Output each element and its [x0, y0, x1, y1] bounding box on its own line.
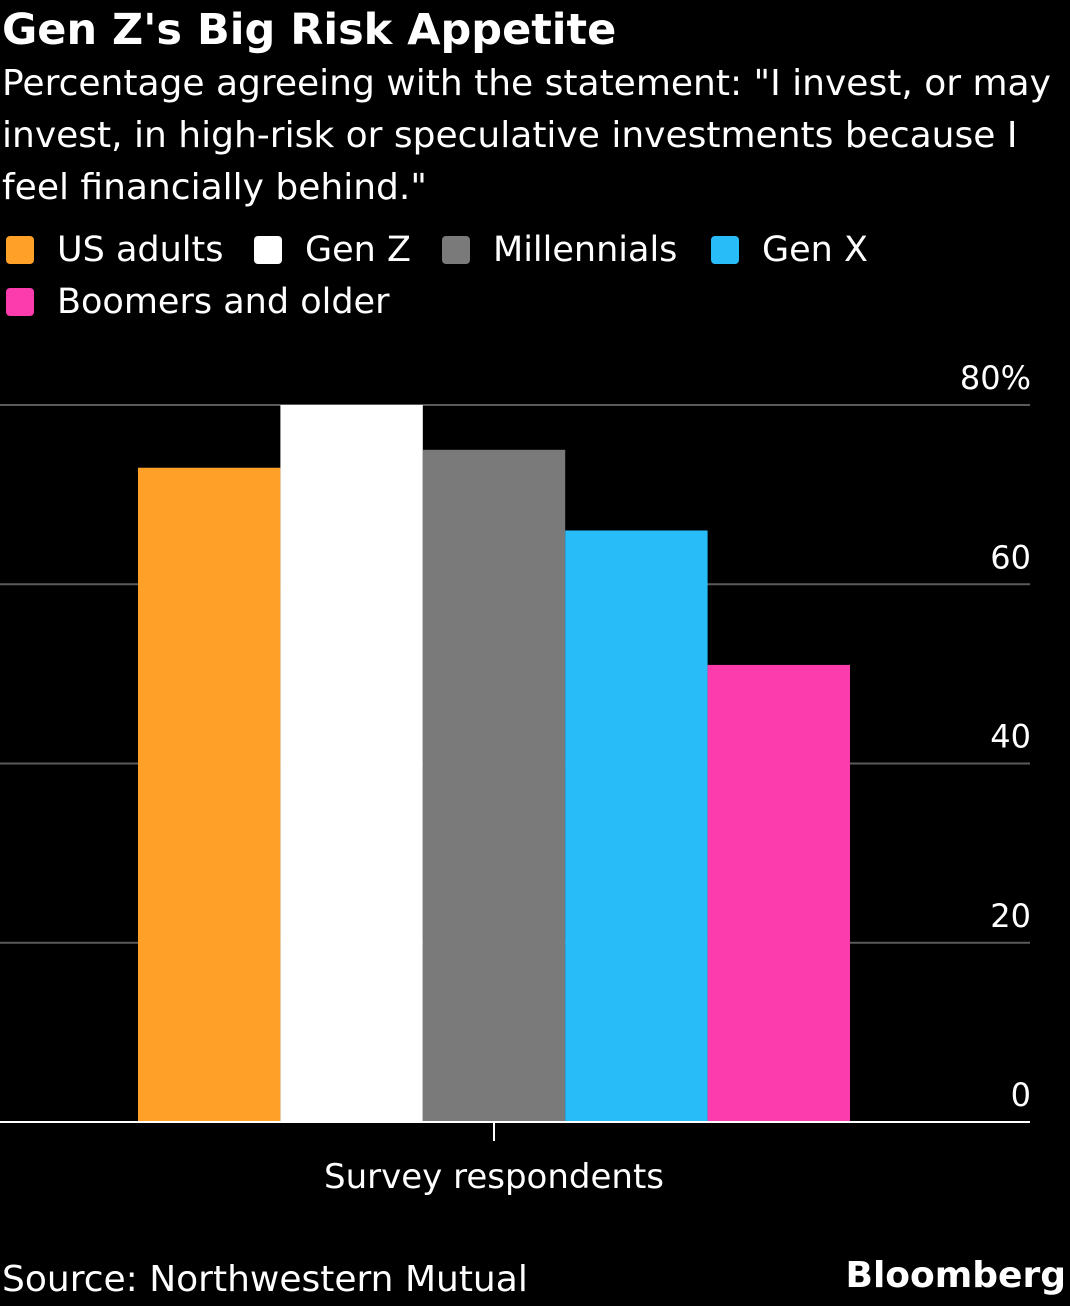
legend-swatch-boomers	[6, 288, 34, 316]
legend-label-gen-x: Gen X	[762, 230, 868, 270]
x-category-label: Survey respondents	[324, 1157, 664, 1197]
bar-millennials	[422, 449, 566, 1122]
chart-subtitle: Percentage agreeing with the statement: …	[2, 63, 1051, 208]
legend-swatch-millennials	[442, 236, 470, 264]
bars	[138, 405, 850, 1122]
axes: 0 20 40 60 80% Survey respondents	[0, 359, 1031, 1197]
legend-label-gen-z: Gen Z	[305, 230, 411, 270]
bar-boomers-and-older	[707, 664, 850, 1122]
chart-title: Gen Z's Big Risk Appetite	[2, 5, 617, 55]
bar-gen-x	[565, 530, 708, 1122]
bar-us-adults	[138, 467, 281, 1122]
y-tick-label-80: 80%	[960, 359, 1031, 397]
y-tick-label-40: 40	[990, 718, 1031, 756]
legend-label-millennials: Millennials	[493, 230, 678, 270]
legend-swatch-us-adults	[6, 236, 34, 264]
bar-chart: 0 20 40 60 80% Survey respondents	[0, 359, 1031, 1197]
brand-logo: Bloomberg	[845, 1255, 1066, 1296]
y-tick-label-0: 0	[1011, 1076, 1031, 1114]
legend-swatch-gen-z	[254, 236, 282, 264]
legend-label-us-adults: US adults	[57, 230, 224, 270]
legend-label-boomers: Boomers and older	[57, 282, 390, 322]
y-tick-label-60: 60	[990, 538, 1031, 576]
bar-gen-z	[280, 405, 423, 1122]
y-tick-label-20: 20	[990, 897, 1031, 935]
legend-swatch-gen-x	[711, 236, 739, 264]
source-note: Source: Northwestern Mutual	[2, 1259, 528, 1300]
